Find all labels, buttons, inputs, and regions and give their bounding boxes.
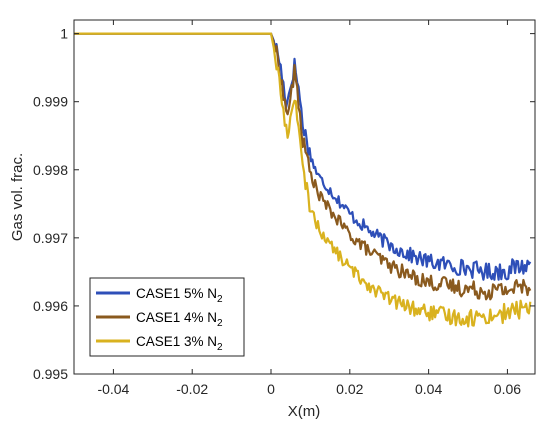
x-axis-label: X(m) xyxy=(288,403,321,420)
y-tick-label: 1 xyxy=(60,26,68,42)
x-tick-label: 0.04 xyxy=(415,381,442,397)
x-tick-label: 0.06 xyxy=(494,381,521,397)
series-line xyxy=(74,32,532,281)
x-tick-label: -0.04 xyxy=(97,381,129,397)
series-layer xyxy=(74,32,532,328)
y-axis-ticks: 0.995 0.996 0.997 0.998 0.999 1 xyxy=(33,26,535,382)
legend: CASE1 5% N2 CASE1 4% N2 CASE1 3% N2 xyxy=(89,277,245,357)
legend-entry-label: CASE1 3% N2 xyxy=(136,334,223,353)
x-tick-label: 0 xyxy=(267,381,275,397)
y-tick-label: 0.998 xyxy=(33,162,68,178)
legend-entry-label: CASE1 5% N2 xyxy=(136,286,223,305)
y-tick-label: 0.999 xyxy=(33,94,68,110)
y-tick-label: 0.995 xyxy=(33,366,68,382)
x-tick-label: -0.02 xyxy=(176,381,208,397)
x-axis-ticks: -0.04 -0.02 0 0.02 0.04 0.06 xyxy=(97,20,521,397)
series-line xyxy=(74,32,532,301)
plot-frame xyxy=(73,19,536,375)
series-line xyxy=(74,32,532,328)
y-tick-label: 0.996 xyxy=(33,298,68,314)
y-tick-label: 0.997 xyxy=(33,230,68,246)
legend-entry-label: CASE1 4% N2 xyxy=(136,310,223,329)
x-tick-label: 0.02 xyxy=(336,381,363,397)
y-axis-label: Gas vol. frac. xyxy=(9,153,26,241)
